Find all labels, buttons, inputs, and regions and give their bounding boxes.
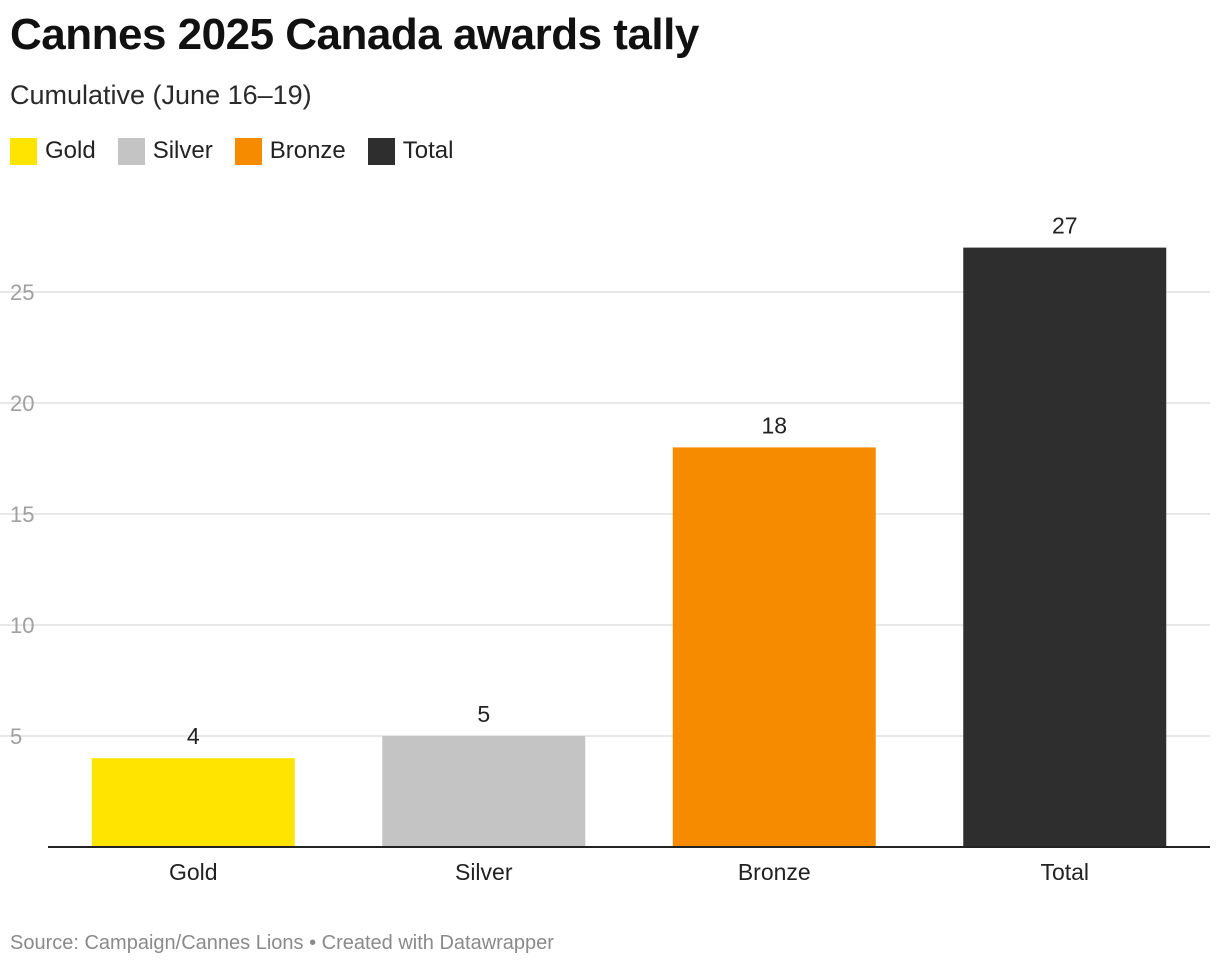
legend-swatch-total (367, 137, 395, 165)
source-footer: Source: Campaign/Cannes Lions • Created … (10, 932, 554, 954)
legend-item-total: Total (367, 137, 454, 165)
legend-label-bronze: Bronze (269, 137, 346, 164)
y-tick-label-25: 25 (10, 280, 34, 305)
legend-swatch-silver (117, 137, 145, 165)
value-label-silver: 5 (477, 701, 490, 727)
legend-label-gold: Gold (45, 137, 96, 164)
legend-swatch-gold (10, 137, 37, 165)
y-axis-ticks: 5 10 15 20 25 (10, 280, 34, 749)
legend-label-total: Total (402, 137, 454, 164)
bar-total (963, 247, 1167, 848)
category-label-bronze: Bronze (738, 859, 811, 885)
category-labels: Gold Silver Bronze Total (169, 859, 1089, 885)
category-label-total: Total (1040, 859, 1089, 885)
bars (91, 247, 1167, 848)
category-label-gold: Gold (169, 859, 218, 885)
y-tick-label-20: 20 (10, 391, 34, 416)
value-label-bronze: 18 (761, 412, 787, 438)
chart-title: Cannes 2025 Canada awards tally (10, 10, 699, 59)
y-tick-label-5: 5 (10, 724, 22, 749)
value-label-total: 27 (1052, 213, 1078, 239)
y-tick-label-15: 15 (10, 502, 34, 527)
bar-gold (91, 758, 295, 847)
legend-item-bronze: Bronze (234, 137, 346, 165)
value-label-gold: 4 (187, 723, 200, 749)
value-labels: 4 5 18 27 (187, 213, 1078, 750)
legend-item-gold: Gold (10, 137, 96, 165)
bar-bronze (672, 447, 876, 847)
chart-subtitle: Cumulative (June 16–19) (10, 80, 312, 110)
legend: Gold Silver Bronze Total (10, 137, 453, 165)
y-tick-label-10: 10 (10, 613, 34, 638)
legend-swatch-bronze (234, 137, 262, 165)
legend-label-silver: Silver (152, 137, 213, 164)
legend-item-silver: Silver (117, 137, 213, 165)
bar-silver (382, 736, 586, 847)
category-label-silver: Silver (455, 859, 513, 885)
